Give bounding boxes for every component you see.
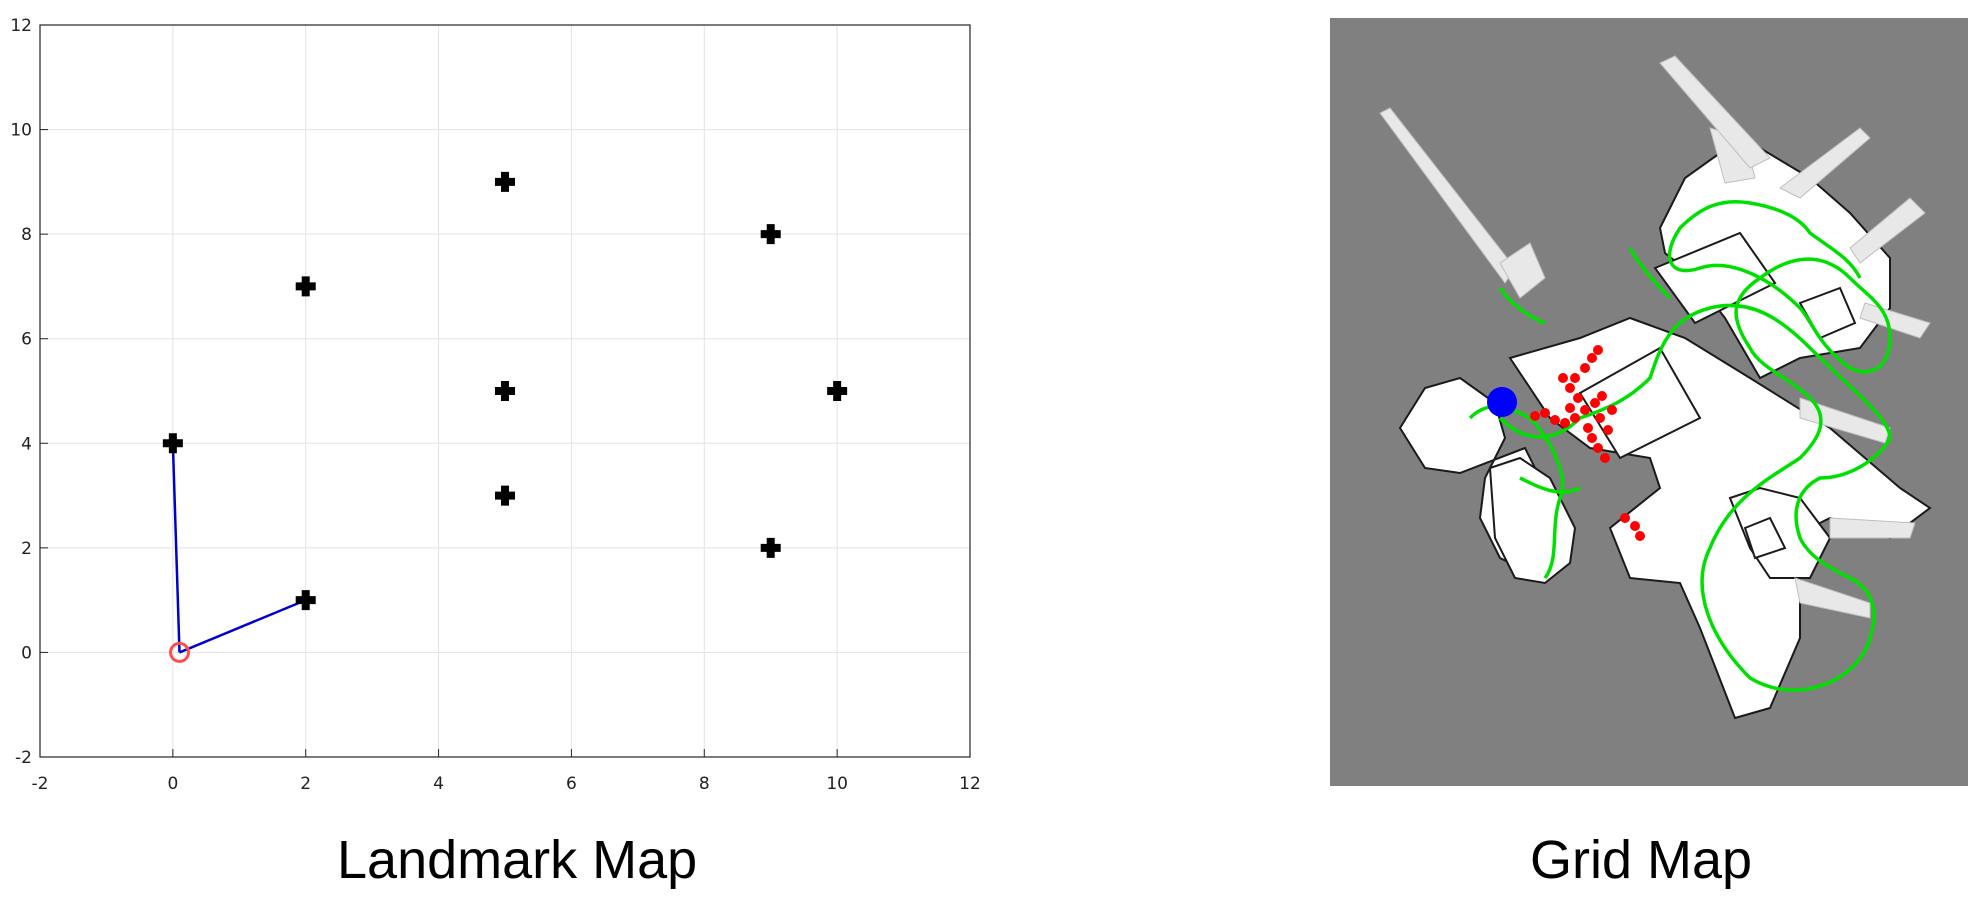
- observation-line: [171, 443, 181, 653]
- landmark-marker: [760, 224, 781, 245]
- y-tick-label: 12: [10, 16, 32, 36]
- landmark-map-caption: Landmark Map: [337, 830, 698, 890]
- observation-line: [179, 598, 307, 654]
- x-tick-label: 12: [959, 774, 981, 794]
- plot-frame: [39, 24, 971, 758]
- landmarks: [162, 171, 848, 663]
- grid-map: [1330, 18, 1968, 786]
- landmark-marker: [827, 381, 848, 401]
- x-tick-label: 10: [826, 774, 848, 794]
- observation-lines: [171, 443, 307, 654]
- landmark-marker: [295, 276, 316, 297]
- y-tick-label: 4: [21, 434, 32, 454]
- x-tick-label: 4: [433, 774, 444, 794]
- particles: [1530, 345, 1645, 541]
- landmark-map-chart: -2 0 2 4 6 8 10 12 -2 0 2 4 6 8 10 12: [10, 16, 980, 794]
- landmark-marker: [495, 485, 515, 506]
- landmark-marker: [495, 381, 515, 401]
- x-tick-label: 6: [566, 774, 577, 794]
- landmark-marker: [162, 433, 183, 454]
- y-tick-label: 8: [21, 225, 32, 245]
- robot-marker: [169, 641, 190, 663]
- landmark-marker: [495, 171, 515, 192]
- landmark-marker: [760, 537, 781, 558]
- axis-ticks: -2 0 2 4 6 8 10 12 -2 0 2 4 6 8 10 12: [10, 16, 980, 794]
- robot-position: [1487, 387, 1517, 417]
- y-tick-label: 6: [21, 330, 32, 350]
- x-tick-label: 8: [699, 774, 710, 794]
- x-tick-label: 0: [167, 774, 178, 794]
- ray-fans: [1379, 55, 1931, 619]
- y-tick-label: 2: [21, 539, 32, 559]
- grid-map-caption: Grid Map: [1530, 830, 1753, 890]
- x-tick-label: 2: [300, 774, 311, 794]
- y-tick-label: 0: [21, 643, 32, 663]
- trajectory-path: [1468, 200, 1892, 692]
- y-tick-label: 10: [10, 121, 32, 141]
- y-tick-label: -2: [15, 748, 32, 768]
- landmark-marker: [295, 590, 316, 611]
- x-tick-label: -2: [32, 774, 49, 794]
- obstacles: [1578, 231, 1857, 560]
